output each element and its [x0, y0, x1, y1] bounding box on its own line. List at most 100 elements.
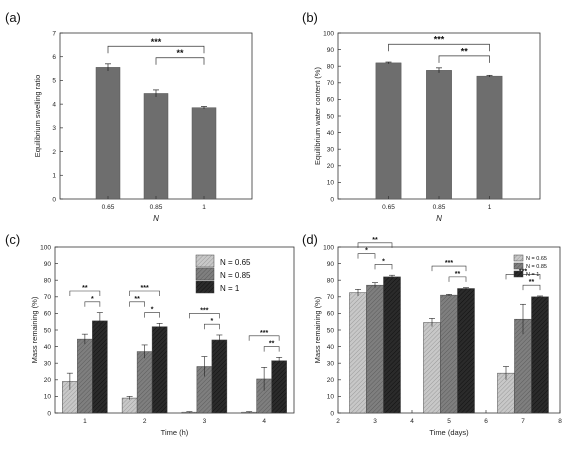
bar [191, 107, 217, 200]
y-tick-label: 1 [52, 173, 56, 180]
y-tick-label: 0 [47, 410, 51, 417]
significance-label: *** [151, 37, 162, 47]
y-tick-label: 20 [44, 377, 52, 384]
y-tick-label: 60 [327, 311, 335, 318]
significance-label: *** [260, 330, 268, 337]
y-tick-label: 0 [330, 196, 334, 203]
legend-swatch [195, 267, 215, 281]
significance-label: *** [445, 260, 453, 267]
bar [151, 326, 168, 414]
y-tick-label: 20 [327, 163, 335, 170]
bar [423, 322, 441, 414]
x-tick-label: 7 [521, 418, 525, 425]
y-tick-label: 40 [327, 130, 335, 137]
y-tick-label: 3 [52, 125, 56, 132]
y-tick-label: 100 [40, 244, 51, 251]
y-axis-label: Equilibrium swelling ratio [33, 75, 42, 158]
significance-bracket [263, 346, 280, 352]
legend-label: N = 0.65 [220, 258, 251, 267]
y-tick-label: 7 [52, 30, 56, 37]
bar [426, 70, 452, 200]
bar [349, 292, 367, 414]
significance-label: *** [434, 35, 445, 45]
x-tick-label: 0.85 [433, 204, 446, 211]
y-axis-label: Equilibrium water content (%) [313, 67, 322, 165]
panel-label: (b) [302, 10, 318, 25]
x-tick-label: 1 [83, 418, 87, 425]
legend-swatch [195, 280, 215, 294]
x-tick-label: 5 [447, 418, 451, 425]
x-tick-label: 6 [484, 418, 488, 425]
bar [95, 67, 121, 200]
bar [531, 296, 549, 414]
x-tick-label: 0.65 [102, 204, 115, 211]
y-axis-label: Mass remaining (%) [313, 296, 322, 363]
significance-bracket [144, 312, 160, 318]
significance-bracket [374, 264, 393, 270]
significance-bracket [129, 301, 145, 307]
y-tick-label: 40 [44, 344, 52, 351]
y-tick-label: 90 [327, 261, 335, 268]
significance-bracket [155, 57, 205, 65]
y-tick-label: 10 [44, 394, 52, 401]
significance-label: * [91, 296, 94, 303]
significance-bracket [84, 301, 101, 307]
x-tick-label: 8 [558, 418, 562, 425]
panel-d: (d) 0 10 20 30 40 50 60 70 80 90 100 Mass remaining … [302, 232, 562, 437]
significance-bracket [189, 313, 220, 319]
x-tick-label: 4 [410, 418, 414, 425]
legend-label: N = 1 [526, 272, 539, 278]
legend-label: N = 0.85 [526, 264, 547, 270]
y-tick-label: 70 [327, 80, 335, 87]
bar [271, 360, 287, 414]
legend-label: N = 0.65 [526, 256, 547, 262]
y-tick-label: 40 [327, 344, 335, 351]
x-tick-label: 3 [203, 418, 207, 425]
legend-swatch [513, 270, 524, 278]
y-tick-label: 80 [327, 64, 335, 71]
panel-label: (c) [5, 232, 20, 247]
significance-label: ** [372, 237, 378, 244]
significance-label: *** [200, 307, 208, 314]
y-tick-label: 20 [327, 377, 335, 384]
x-tick-label: 1 [202, 204, 206, 211]
y-tick-label: 60 [327, 97, 335, 104]
y-tick-label: 4 [52, 101, 56, 108]
y-tick-label: 50 [44, 327, 52, 334]
bar [77, 338, 93, 414]
significance-bracket [248, 335, 280, 341]
y-tick-label: 50 [327, 113, 335, 120]
y-tick-label: 100 [323, 244, 334, 251]
significance-label: ** [176, 48, 184, 58]
panel-label: (a) [5, 10, 21, 25]
y-tick-label: 6 [52, 54, 56, 61]
y-tick-label: 100 [323, 30, 334, 37]
significance-label: * [382, 258, 385, 265]
significance-bracket [438, 55, 490, 63]
x-axis-label: Time (h) [161, 428, 189, 437]
y-tick-label: 30 [327, 361, 335, 368]
y-tick-label: 10 [327, 394, 335, 401]
significance-label: * [365, 248, 368, 255]
y-tick-label: 80 [327, 278, 335, 285]
bar [143, 93, 169, 200]
x-tick-label: 1 [488, 204, 492, 211]
legend-label: N = 1 [220, 284, 240, 293]
legend-swatch [513, 262, 524, 270]
significance-bracket [357, 242, 393, 248]
panel-b: (b) 0 10 20 30 40 50 60 70 80 90 100 Equilibrium wat… [302, 10, 541, 223]
x-axis-label: N [436, 214, 442, 223]
x-tick-label: 0.85 [150, 204, 163, 211]
x-axis-label: Time (days) [429, 428, 469, 437]
bar [440, 294, 458, 414]
significance-label: ** [269, 341, 275, 348]
y-tick-label: 50 [327, 327, 335, 334]
bar [121, 397, 138, 414]
significance-label: * [211, 318, 214, 325]
y-tick-label: 70 [44, 294, 52, 301]
bar [211, 339, 228, 414]
y-tick-label: 80 [44, 278, 52, 285]
x-tick-label: 0.65 [382, 204, 395, 211]
significance-label: ** [82, 285, 88, 292]
y-tick-label: 10 [327, 180, 335, 187]
